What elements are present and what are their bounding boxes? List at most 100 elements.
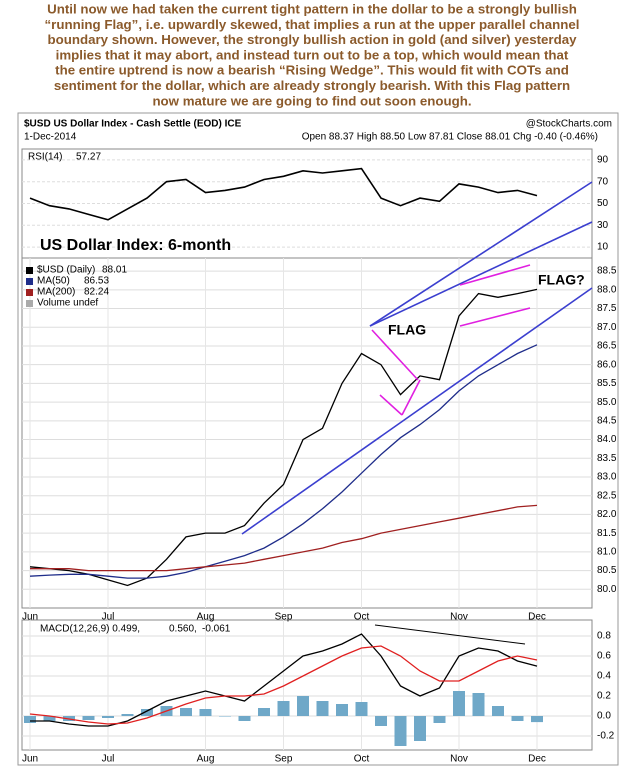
x-tick-label: Dec — [528, 754, 546, 765]
x-tick-label: Oct — [354, 612, 370, 623]
y-tick-label: 86.0 — [597, 359, 617, 370]
legend-swatch — [26, 267, 33, 274]
trend-line — [369, 221, 593, 327]
y-tick-label: 82.5 — [597, 490, 617, 501]
flag-lines — [371, 264, 531, 416]
y-tick-label: 0.0 — [597, 711, 611, 722]
legend-swatch — [26, 300, 33, 307]
histogram-bar — [277, 701, 290, 716]
x-tick-label: Aug — [197, 754, 215, 765]
legend-name: MA(200) — [37, 287, 75, 298]
y-tick-label: 85.0 — [597, 397, 617, 408]
flag-line — [371, 329, 419, 381]
series-line — [30, 633, 538, 727]
y-tick-label: 86.5 — [597, 341, 617, 352]
commentary-line: “running Flag”, i.e. upwardly skewed, th… — [45, 17, 580, 32]
y-tick-label: 30 — [597, 220, 609, 231]
panel-title: US Dollar Index: 6-month — [40, 237, 231, 254]
legend-value: 82.24 — [84, 287, 109, 298]
y-tick-label: 0.4 — [597, 671, 611, 682]
x-tick-label: Dec — [528, 612, 546, 623]
macd-panel — [21, 619, 593, 751]
histogram-bar — [258, 708, 270, 716]
y-tick-label: 87.5 — [597, 303, 617, 314]
series-line — [29, 645, 538, 725]
x-tick-label: Oct — [354, 754, 370, 765]
x-tick-label: Sep — [275, 612, 293, 623]
series-line — [30, 504, 538, 572]
histogram-bar — [414, 716, 426, 741]
flag-line — [459, 264, 531, 286]
commentary-line: the entire uptrend is now a bearish “Ris… — [55, 63, 569, 78]
x-tick-label: Aug — [197, 612, 215, 623]
y-tick-label: 88.0 — [597, 284, 617, 295]
histogram-bar — [43, 716, 56, 721]
legend-name: MA(50) — [37, 276, 70, 287]
histogram-bar — [375, 716, 387, 726]
histogram-bar — [336, 704, 348, 716]
legend-name: $USD (Daily) — [37, 265, 95, 276]
flag-line — [379, 394, 403, 416]
x-tick-label: Jun — [22, 754, 38, 765]
commentary: Until now we had taken the current tight… — [45, 2, 580, 109]
legend-swatch — [26, 278, 33, 285]
histogram-bar — [316, 701, 329, 716]
histogram-bar — [355, 702, 368, 716]
histogram-bar — [102, 716, 114, 718]
series-line — [29, 344, 538, 579]
x-tick-label: Jun — [22, 612, 38, 623]
y-tick-label: 10 — [597, 242, 609, 253]
quote: Open 88.37 High 88.50 Low 87.81 Close 88… — [302, 132, 598, 143]
series-line — [29, 288, 538, 587]
histogram-bar — [297, 696, 309, 716]
histogram-bar — [82, 716, 95, 720]
histogram-bar — [199, 709, 212, 716]
legend-entry: MACD(12,26,9) 0.499, — [40, 624, 140, 635]
trend-lines — [241, 181, 593, 535]
macd-trend-line — [374, 624, 526, 645]
date: 1-Dec-2014 — [24, 132, 77, 143]
x-tick-label: Nov — [450, 754, 468, 765]
x-tick-label: Sep — [275, 754, 293, 765]
y-tick-label: 50 — [597, 198, 609, 209]
histogram-bar — [531, 716, 543, 723]
y-tick-label: 83.0 — [597, 472, 617, 483]
histogram-bar — [141, 709, 153, 716]
annotation: FLAG — [388, 322, 426, 338]
y-tick-label: 0.8 — [597, 631, 611, 642]
commentary-line: now mature we are going to find out soon… — [152, 93, 471, 108]
histogram-bar — [433, 716, 446, 723]
y-tick-label: 84.5 — [597, 415, 617, 426]
y-tick-label: 90 — [597, 155, 609, 166]
x-tick-label: Nov — [450, 612, 468, 623]
histogram-bar — [219, 716, 231, 717]
y-tick-label: 83.5 — [597, 453, 617, 464]
y-tick-label: 70 — [597, 176, 609, 187]
histogram-bar — [394, 716, 407, 746]
histogram-bar — [238, 716, 251, 721]
symbol: $USD US Dollar Index - Cash Settle (EOD)… — [24, 119, 242, 130]
y-tick-label: -0.2 — [597, 731, 615, 742]
series-line — [29, 167, 538, 221]
source: @StockCharts.com — [526, 119, 612, 130]
y-tick-label: 85.5 — [597, 378, 617, 389]
legend-name: RSI(14) — [28, 152, 62, 163]
y-tick-label: 0.6 — [597, 651, 611, 662]
trend-line — [369, 181, 593, 327]
y-tick-label: 81.5 — [597, 528, 617, 539]
y-tick-label: 81.0 — [597, 546, 617, 557]
flag-line — [459, 307, 531, 327]
commentary-line: implies that it may abort, and instead t… — [56, 47, 569, 62]
y-tick-label: 82.0 — [597, 509, 617, 520]
histogram-bar — [492, 706, 504, 716]
histogram-bar — [180, 708, 192, 716]
legend-value: 86.53 — [84, 276, 109, 287]
flag-line — [401, 379, 421, 416]
legend-entry: 0.560, — [169, 624, 197, 635]
commentary-line: sentiment for the dollar, which are alre… — [54, 78, 570, 93]
y-tick-label: 87.0 — [597, 322, 617, 333]
legend-value: 88.01 — [102, 265, 127, 276]
y-tick-label: 84.0 — [597, 434, 617, 445]
